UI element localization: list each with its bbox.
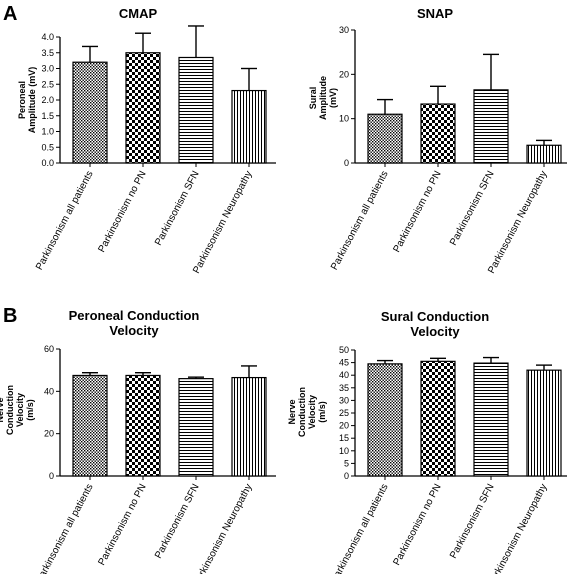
y-tick-label: 1.0 [41,127,54,137]
y-tick-label: 0 [344,471,349,481]
category-label: Parkinsonism no PN [96,169,148,254]
category-label: Parkinsonism all patients [329,482,391,574]
y-axis-label: NerveConductionVelocity(m/s) [0,385,35,435]
y-tick-label: 20 [44,429,54,439]
bar [367,113,403,164]
y-tick-label: 30 [339,25,349,35]
panel-label-b: B [3,305,17,327]
y-tick-label: 0 [49,471,54,481]
category-label: Parkinsonism no PN [96,482,148,567]
peroneal-velocity-chart: Peroneal Conduction Velocity NerveConducti… [0,308,276,574]
y-tick-label: 2.0 [41,95,54,105]
bar [125,374,161,477]
bar [526,144,562,164]
y-tick-label: 40 [339,370,349,380]
category-label: Parkinsonism SFN [153,482,202,560]
cmap-chart: CMAP PeronealAmplitude (mV) 0.0 0.5 1.0 1.5 2.… [17,6,276,276]
category-label: Parkinsonism all patients [34,482,96,574]
y-tick-label: 20 [339,69,349,79]
y-tick-label: 45 [339,358,349,368]
bar [72,61,108,164]
category-label: Parkinsonism SFN [448,482,497,560]
category-label: Parkinsonism Neuropathy [191,482,254,574]
y-tick-label: 15 [339,433,349,443]
panel-label-a: A [3,3,17,25]
bar [473,89,509,164]
category-label: Parkinsonism SFN [153,169,202,247]
bar [231,376,267,477]
y-tick-label: 25 [339,408,349,418]
y-axis-label: PeronealAmplitude (mV) [17,67,37,134]
y-tick-label: 60 [44,344,54,354]
bar [72,374,108,477]
y-tick-label: 40 [44,386,54,396]
bar [526,369,562,477]
y-tick-label: 1.5 [41,111,54,121]
bar [178,56,214,164]
y-tick-label: 0 [344,158,349,168]
y-tick-label: 10 [339,446,349,456]
y-tick-label: 5 [344,458,349,468]
y-tick-label: 3.0 [41,64,54,74]
chart-title: Sural Conduction Velocity [381,309,489,339]
bar [420,103,456,164]
y-tick-label: 2.5 [41,79,54,89]
bar [125,52,161,164]
category-label: Parkinsonism no PN [391,169,443,254]
y-axis-label: NerveConductionVelocity(m/s) [287,387,327,437]
category-label: Parkinsonism SFN [448,169,497,247]
chart-title: Peroneal Conduction Velocity [69,308,200,338]
category-label: Parkinsonism all patients [34,169,96,272]
y-tick-label: 10 [339,114,349,124]
category-label: Parkinsonism Neuropathy [191,169,254,275]
chart-title: SNAP [417,6,453,21]
bar [178,378,214,477]
y-tick-label: 4.0 [41,32,54,42]
bar [367,363,403,477]
category-label: Parkinsonism Neuropathy [486,482,549,574]
bar [231,89,267,164]
bar [473,362,509,477]
category-label: Parkinsonism no PN [391,482,443,567]
y-axis-label: SuralAmplitude(mV) [308,76,338,120]
y-tick-label: 30 [339,395,349,405]
y-tick-label: 50 [339,345,349,355]
category-label: Parkinsonism Neuropathy [486,169,549,275]
snap-chart: SNAP SuralAmplitude(mV) 0 10 20 30 Parkinsonis… [308,6,567,276]
y-tick-label: 3.5 [41,48,54,58]
y-tick-label: 20 [339,421,349,431]
chart-title: CMAP [119,6,158,21]
y-tick-label: 0.0 [41,158,54,168]
category-label: Parkinsonism all patients [329,169,391,272]
y-tick-label: 0.5 [41,142,54,152]
sural-velocity-chart: Sural Conduction Velocity NerveConductionV… [287,309,567,574]
y-tick-label: 35 [339,383,349,393]
bar [420,360,456,477]
